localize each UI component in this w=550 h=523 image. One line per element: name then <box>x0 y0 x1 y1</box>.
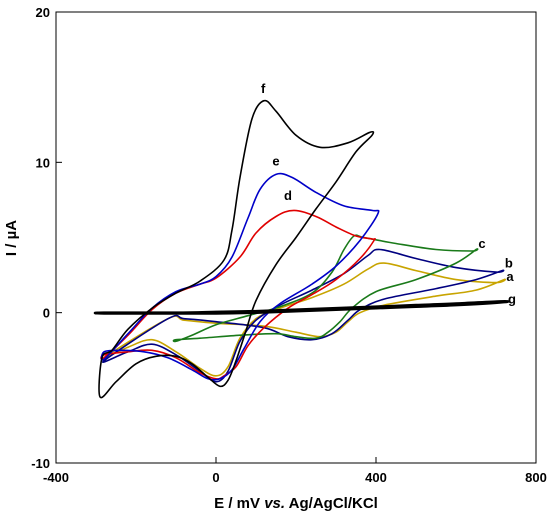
series-labels: ab c d e f g <box>261 81 516 306</box>
series-a-curve <box>101 262 507 377</box>
series-c-label: c <box>478 236 485 251</box>
series-e-curve <box>100 172 380 381</box>
x-axis-title: E / mV vs. Ag/AgCl/KCl <box>214 495 378 512</box>
plot-frame <box>55 11 537 464</box>
x-axis-title-italic: vs. <box>264 495 285 512</box>
data-series <box>93 99 510 399</box>
series-f-label: f <box>261 81 266 96</box>
y-tick-label: 0 <box>43 306 50 321</box>
y-tick-label: -10 <box>31 456 50 471</box>
series-d-curve <box>100 209 376 380</box>
y-tick-label: 20 <box>36 5 50 20</box>
series-b-label: b <box>505 256 513 271</box>
x-axis-title-pre: E / mV <box>214 495 264 512</box>
series-c-curve <box>172 234 479 343</box>
y-tick-label: 10 <box>36 155 50 170</box>
x-tick-label: -400 <box>43 470 69 485</box>
y-axis-title: I / µA <box>3 220 20 256</box>
series-e-label: e <box>272 153 279 168</box>
axis-ticks <box>55 11 537 464</box>
series-g-label: g <box>508 292 516 307</box>
series-g-curve <box>93 299 510 315</box>
x-tick-label: 0 <box>212 470 219 485</box>
series-a-label: a <box>506 269 514 284</box>
x-axis-title-post: Ag/AgCl/KCl <box>285 495 378 512</box>
x-tick-label: 400 <box>365 470 387 485</box>
series-d-label: d <box>284 188 292 203</box>
axis-tick-labels: -400 0 400 800 -10 0 10 20 <box>31 5 547 485</box>
series-b-curve <box>101 248 505 383</box>
series-f-curve <box>98 99 375 399</box>
x-tick-label: 800 <box>525 470 547 485</box>
